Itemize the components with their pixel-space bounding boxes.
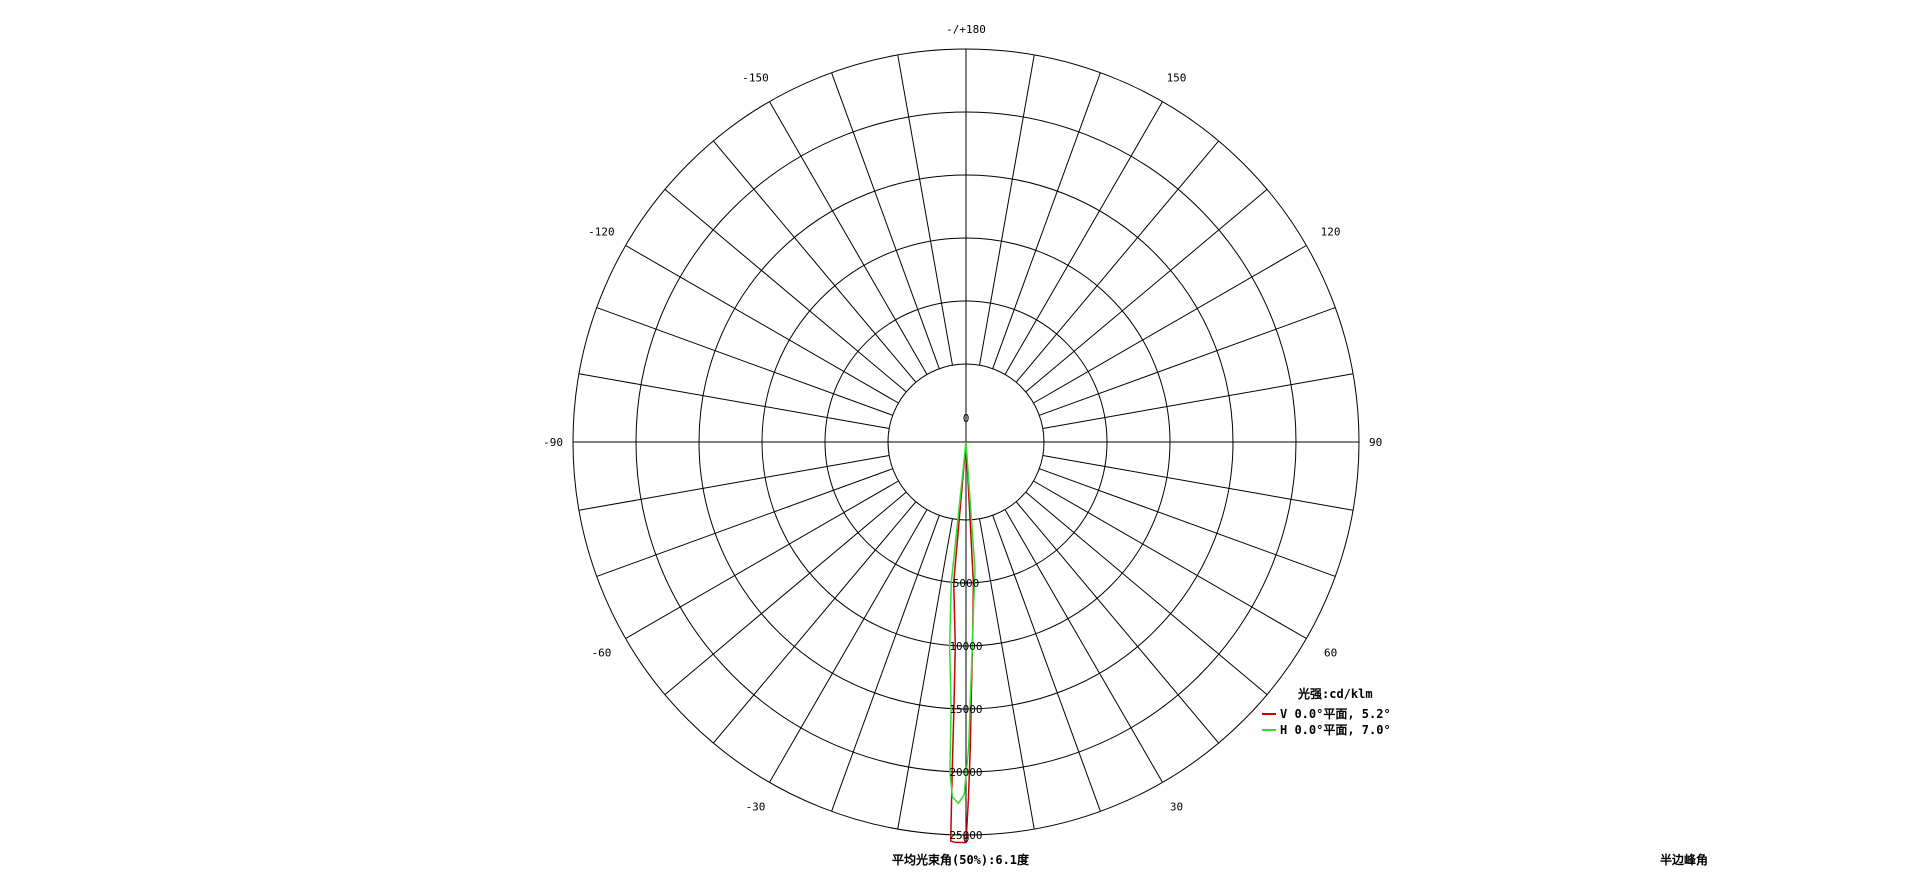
radial-tick-15000: 15000: [949, 703, 982, 716]
legend: 光强:cd/klm V 0.0°平面, 5.2° H 0.0°平面, 7.0°: [1262, 686, 1391, 737]
spoke--150: [769, 101, 928, 375]
spoke--10: [897, 518, 953, 830]
spoke-60: [1033, 480, 1307, 639]
spoke-100: [1042, 373, 1354, 429]
angle-label--150: -150: [742, 71, 769, 84]
spoke--80: [578, 455, 890, 511]
spoke-120: [1033, 245, 1307, 404]
legend-entry-h: H 0.0°平面, 7.0°: [1280, 723, 1391, 737]
spoke--30: [769, 509, 928, 783]
intensity-curves: [948, 441, 976, 844]
spoke--60: [625, 480, 899, 639]
spoke-170: [979, 54, 1035, 366]
spoke--110: [596, 307, 893, 416]
series-curve-1: [948, 441, 976, 805]
spoke-40: [1015, 501, 1219, 744]
outer-zero-label: 0: [963, 832, 970, 845]
angle-label-120: 120: [1321, 226, 1341, 239]
spoke-10: [979, 518, 1035, 830]
angle-label-180: -/+180: [946, 23, 986, 36]
spoke--50: [664, 491, 907, 695]
spoke-150: [1004, 101, 1163, 375]
spoke--40: [713, 501, 917, 744]
spoke--20: [831, 515, 940, 812]
angle-label-90: 90: [1369, 436, 1382, 449]
spoke-110: [1039, 307, 1336, 416]
radial-tick-25000: 25000: [949, 829, 982, 842]
spoke-160: [992, 72, 1101, 369]
beam-angle-footer: 平均光束角(50%):6.1度: [892, 852, 1030, 867]
radial-tick-20000: 20000: [949, 766, 982, 779]
spoke--140: [713, 140, 917, 383]
spoke--130: [664, 189, 907, 393]
angle-label--60: -60: [591, 647, 611, 660]
radial-tick-10000: 10000: [949, 640, 982, 653]
spoke--100: [578, 373, 890, 429]
legend-entry-v: V 0.0°平面, 5.2°: [1280, 707, 1391, 721]
angle-label-0: 0: [963, 412, 970, 425]
spoke-70: [1039, 468, 1336, 577]
angle-label-60: 60: [1324, 647, 1337, 660]
angular-spokes: [573, 49, 1359, 835]
spoke-130: [1025, 189, 1268, 393]
spoke-30: [1004, 509, 1163, 783]
legend-unit-label: 光强:cd/klm: [1297, 686, 1373, 701]
spoke--160: [831, 72, 940, 369]
spoke--70: [596, 468, 893, 577]
angle-label--30: -30: [746, 801, 766, 814]
angle-label--120: -120: [588, 226, 615, 239]
spoke-140: [1015, 140, 1219, 383]
angle-label-150: 150: [1167, 71, 1187, 84]
spoke--170: [897, 54, 953, 366]
spoke--120: [625, 245, 899, 404]
half-peak-angle-label: 半边峰角: [1660, 852, 1708, 867]
angle-label--90: -90: [543, 436, 563, 449]
angle-label-30: 30: [1170, 801, 1183, 814]
angle-labels: -/+180 150 -150 120 -120 90 -90 60 -60 30 -30 0: [543, 23, 1382, 814]
spoke-20: [992, 515, 1101, 812]
radial-tick-5000: 5000: [953, 577, 980, 590]
spoke-50: [1025, 491, 1268, 695]
spoke-80: [1042, 455, 1354, 511]
